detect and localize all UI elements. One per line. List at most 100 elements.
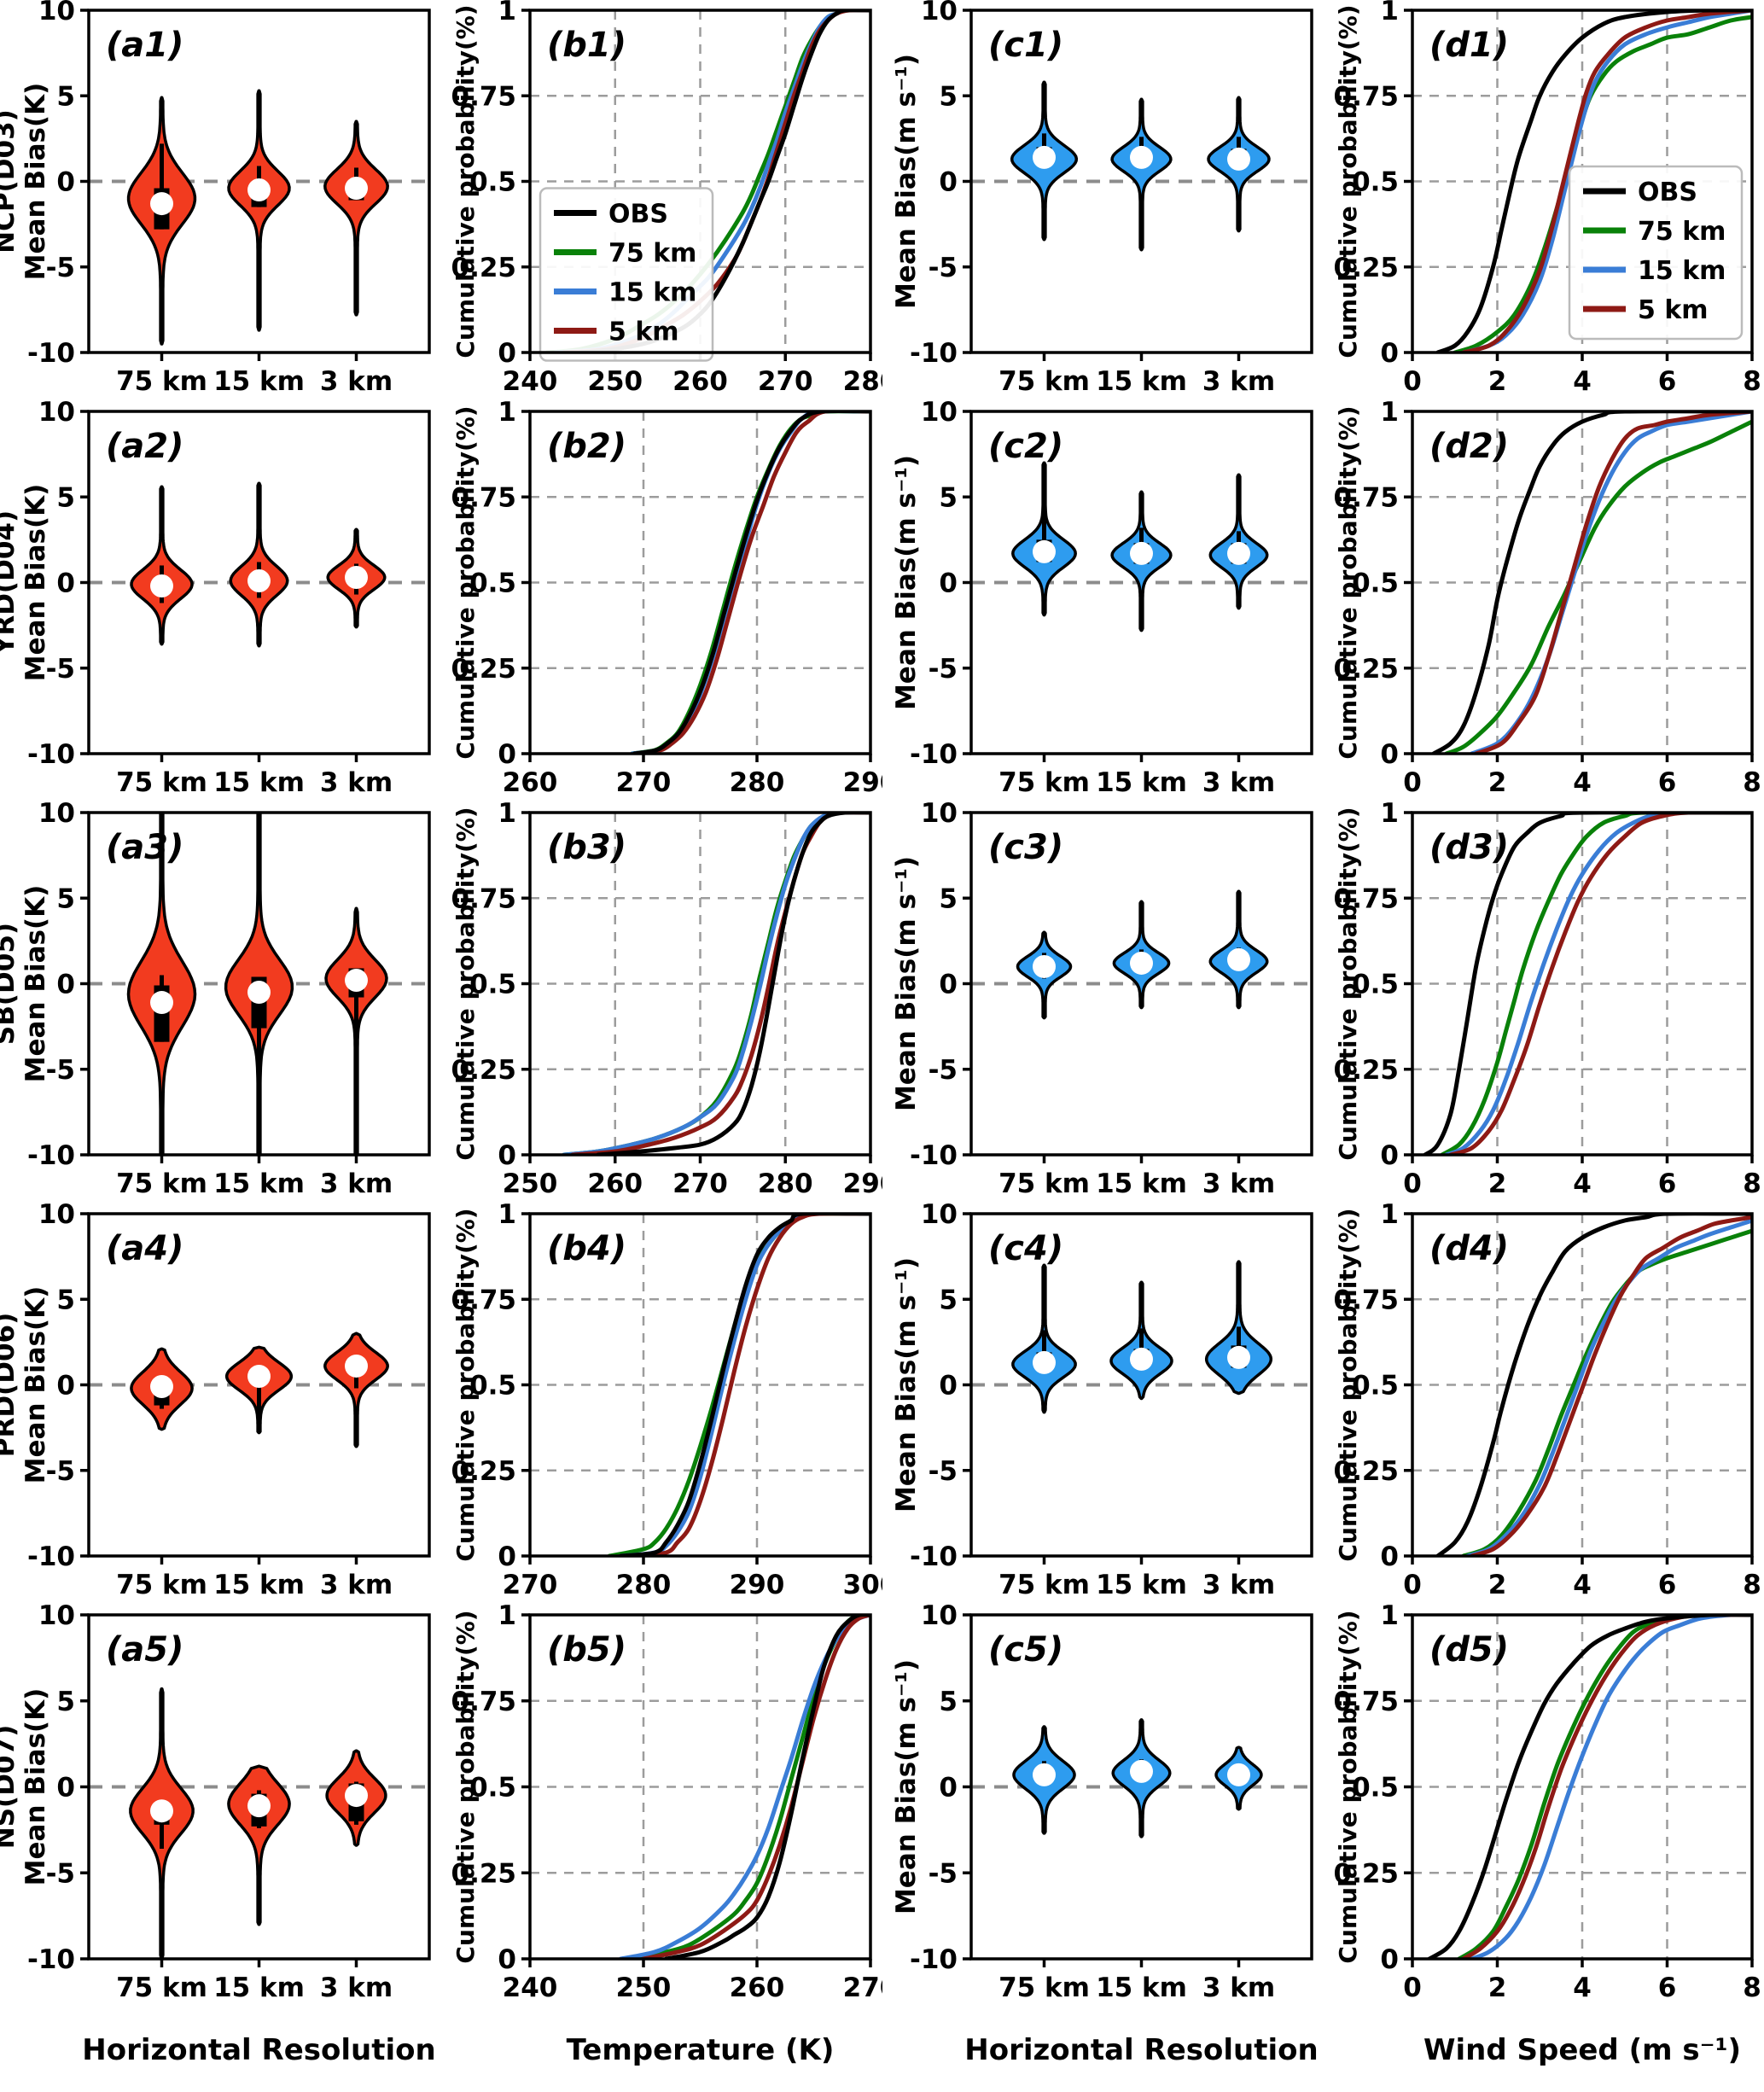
panel-b4-svg: 270 280 290 300 0 0.25 0.5 0.75 1 (b4) Cumulative … (451, 1199, 899, 1600)
y-tick-label: 0.25 (1334, 1055, 1400, 1086)
y-tick-label: 0.5 (1352, 970, 1399, 1000)
y-tick-label: 0 (56, 167, 75, 198)
panel-tag: (d5) (1429, 1630, 1509, 1670)
panel-tag: (c5) (988, 1630, 1063, 1670)
axes-frame (1411, 811, 1754, 1157)
median-dot (1130, 1347, 1153, 1371)
x-tick-label: 260 (503, 767, 558, 798)
y-tick-label: 0 (56, 1371, 75, 1401)
y-tick-label: 0 (939, 1773, 958, 1804)
x-tick-label: 290 (843, 1168, 882, 1199)
median-dot (1130, 541, 1153, 565)
x-tick-label: 6 (1658, 1168, 1677, 1199)
y-tick-label: 0 (498, 739, 516, 770)
panel-c1: 75 km 15 km 3 km -10 -5 0 5 10 (c1) Mean Bias(m s… (882, 0, 1324, 401)
x-tick-label: 290 (730, 1570, 785, 1600)
x-tick-label: 4 (1573, 1973, 1592, 2003)
x-tick-label: 4 (1573, 1168, 1592, 1199)
x-tick-label: 75 km (998, 1973, 1090, 2003)
x-tick-label: 15 km (1096, 1973, 1187, 2003)
y-tick-label: 5 (56, 1687, 75, 1717)
y-tick-label: 0.5 (1352, 1371, 1399, 1401)
y-tick-label: -10 (27, 1944, 75, 1975)
y-tick-label: -10 (910, 338, 958, 369)
median-dot (345, 1354, 368, 1378)
panel-c2: 75 km 15 km 3 km -10 -5 0 5 10 (c2) Mean Bias(m s… (882, 397, 1324, 802)
y-tick-label: 0 (1380, 1541, 1399, 1572)
median-dot (247, 981, 271, 1005)
panel-tag: (b1) (547, 26, 626, 65)
violin-3km (323, 1332, 389, 1448)
y-tick-label: 0 (939, 568, 958, 599)
axes-frame (969, 1613, 1313, 1961)
y-tick-label: 10 (38, 1203, 75, 1230)
x-tick-label: 15 km (1096, 767, 1187, 798)
x-tick-label: 2 (1488, 1973, 1507, 2003)
x-tick-label: 3 km (1202, 1168, 1275, 1199)
x-tick-label: 75 km (116, 1168, 207, 1199)
x-tick-label: 270 (616, 767, 672, 798)
median-dot (1130, 951, 1153, 975)
x-tick-label: 250 (503, 1168, 558, 1199)
y-tick-label: 0.25 (1334, 654, 1400, 685)
x-tick-label: 8 (1743, 1168, 1761, 1199)
y-axis-label: Cumulative probability(%) (1334, 4, 1362, 358)
y-tick-label: 5 (56, 482, 75, 513)
x-axis-label: Wind Speed (m s⁻¹) (1423, 2033, 1741, 2067)
x-tick-label: 8 (1743, 1570, 1761, 1600)
y-tick-label: 0 (939, 1371, 958, 1401)
panel-tag: (d2) (1429, 427, 1509, 466)
y-tick-label: -5 (929, 654, 958, 685)
x-tick-label: 280 (843, 366, 882, 397)
x-tick-label: 8 (1743, 767, 1761, 798)
y-tick-label: 0.75 (451, 482, 517, 513)
y-tick-label: 0.75 (1334, 1285, 1400, 1315)
y-axis-label: Cumulative probability(%) (1334, 807, 1362, 1160)
cdf-curve-15km (1470, 1615, 1752, 1959)
y-axis-label: Mean Bias(m s⁻¹) (891, 1257, 922, 1512)
legend-label: 5 km (608, 318, 679, 347)
y-tick-label: 0.5 (1352, 167, 1399, 198)
panel-tag: (c2) (988, 427, 1063, 466)
y-tick-label: 0 (1380, 1140, 1399, 1171)
y-tick-label: 0.5 (469, 167, 516, 198)
cdf-curve-15km (1470, 411, 1752, 754)
y-axis-label: Cumulative probability(%) (1334, 1208, 1362, 1561)
cdf-curve-5km (1470, 1215, 1752, 1556)
y-tick-label: -10 (27, 338, 75, 369)
axes-frame (1411, 9, 1754, 354)
x-tick-label: 15 km (213, 1570, 305, 1600)
cdf-curve-OBS (1423, 813, 1752, 1155)
y-tick-label: 0 (939, 167, 958, 198)
panel-b2: 260 270 280 290 0 0.25 0.5 0.75 1 (b2) Cumulative … (441, 397, 899, 802)
panel-b3-svg: 250 260 270 280 290 0 0.25 0.5 0.75 1 (b3) Cumulati… (451, 798, 899, 1199)
panel-b1: 240 250 260 270 280 OBS 75 km 15 km 5 km 0 0.25 0.5… (441, 0, 899, 401)
legend-label: 15 km (1638, 256, 1726, 286)
x-tick-label: 250 (616, 1973, 672, 2003)
axes-frame (969, 1212, 1313, 1558)
panel-tag: (c1) (988, 26, 1063, 65)
y-tick-label: 5 (939, 81, 958, 112)
cdf-curve-15km (1444, 813, 1752, 1155)
axes-frame (1411, 410, 1754, 755)
cdf-curve-75km (1440, 813, 1752, 1155)
x-tick-label: 260 (587, 1168, 643, 1199)
x-tick-label: 2 (1488, 1168, 1507, 1199)
panel-tag: (c4) (988, 1229, 1063, 1268)
cdf-curve-75km (1444, 419, 1752, 754)
x-tick-label: 15 km (213, 1973, 305, 2003)
x-tick-label: 6 (1658, 1570, 1677, 1600)
y-axis-label: NS(D07)Mean Bias(K) (0, 1688, 51, 1886)
x-tick-label: 3 km (320, 1973, 393, 2003)
y-tick-label: 0.5 (469, 1371, 516, 1401)
panel-b1-svg: 240 250 260 270 280 OBS 75 km 15 km 5 km 0 0.25 0.5… (451, 0, 899, 397)
median-dot (1227, 1763, 1250, 1786)
axes-frame (528, 410, 872, 755)
cdf-curve-5km (641, 1615, 870, 1959)
cdf-curve-75km (1457, 1615, 1752, 1959)
panel-tag: (b5) (547, 1630, 626, 1670)
x-tick-label: 4 (1573, 366, 1592, 397)
median-dot (1227, 947, 1250, 971)
y-tick-label: 0 (1380, 739, 1399, 770)
y-tick-label: 5 (56, 1285, 75, 1315)
